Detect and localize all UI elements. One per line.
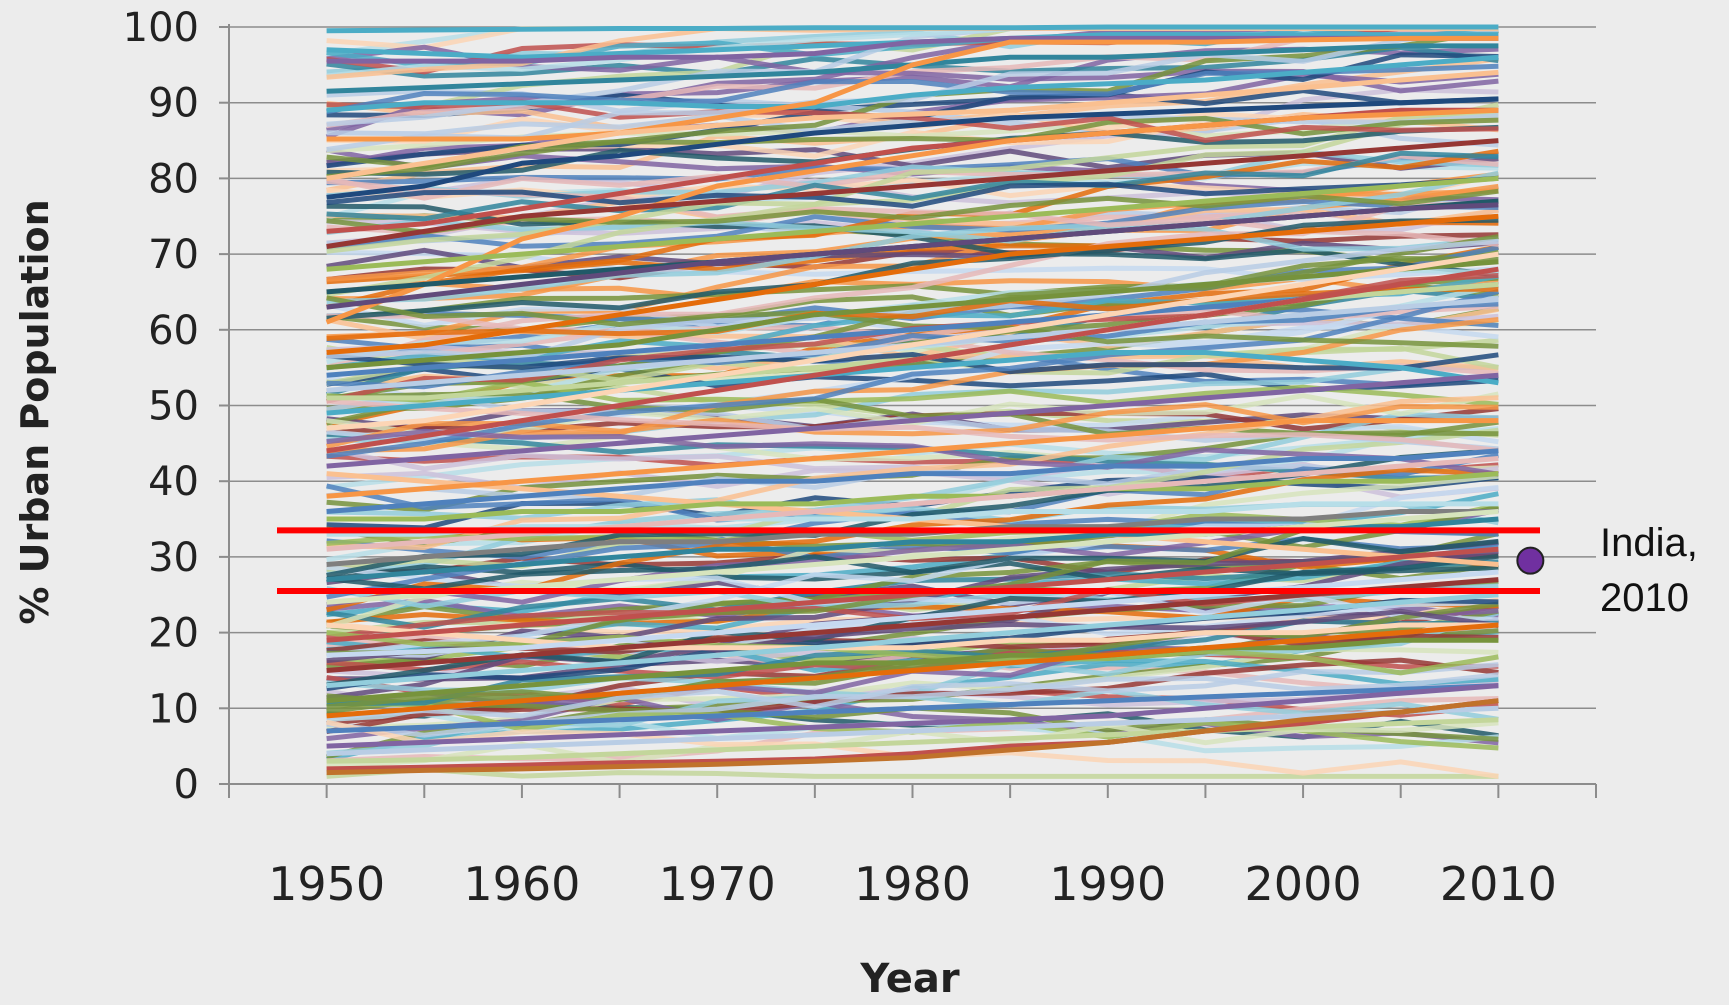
- axes: [219, 24, 1597, 798]
- country-line-bg: [326, 150, 1499, 222]
- country-line-43: [326, 717, 1499, 764]
- country-line-bg: [326, 491, 1499, 618]
- country-line-12: [326, 175, 1499, 272]
- y-tick-label-60: 60: [148, 308, 199, 354]
- country-line-27: [326, 471, 1499, 522]
- country-line-29: [326, 456, 1499, 552]
- country-line-21: [326, 251, 1499, 431]
- country-line-15: [326, 213, 1499, 355]
- country-line-28: [326, 501, 1499, 537]
- x-tick-label-1960: 1960: [463, 857, 580, 911]
- y-tick-label-40: 40: [148, 459, 199, 505]
- country-line-7: [326, 69, 1499, 181]
- country-line-bg: [326, 113, 1499, 137]
- country-line-bg: [326, 217, 1499, 321]
- x-tick-label-2000: 2000: [1245, 857, 1362, 911]
- country-line-bg: [326, 218, 1499, 252]
- x-tick-label-1970: 1970: [659, 857, 776, 911]
- country-line-bg: [326, 662, 1499, 720]
- y-tick-label-80: 80: [148, 156, 199, 202]
- country-line-36: [326, 577, 1499, 673]
- country-line-26: [326, 448, 1499, 514]
- country-line-44: [326, 698, 1499, 772]
- country-line-39: [326, 622, 1499, 719]
- reference-lines: [277, 527, 1540, 594]
- country-line-bg: [326, 579, 1499, 670]
- country-line-10: [325, 107, 1499, 325]
- country-line-11: [326, 138, 1499, 249]
- country-line-bg: [326, 175, 1499, 209]
- country-line-bg: [326, 111, 1499, 254]
- y-axis-title: % Urban Population: [13, 199, 57, 624]
- country-line-45: [326, 698, 1499, 776]
- country-line-bg: [326, 601, 1499, 710]
- country-line-bg: [326, 766, 1499, 779]
- country-line-bg: [326, 352, 1499, 375]
- y-tick-label-20: 20: [148, 611, 199, 657]
- y-tick-label-90: 90: [148, 81, 199, 127]
- y-tick-label-0: 0: [174, 762, 199, 808]
- india-2010-point: [1516, 546, 1545, 575]
- country-line-20: [326, 350, 1499, 416]
- country-line-34: [326, 546, 1499, 643]
- country-line-bg: [326, 630, 1499, 676]
- x-axis-title: Year: [859, 956, 959, 1002]
- y-tick-label-100: 100: [123, 5, 199, 51]
- country-line-40: [326, 683, 1499, 734]
- country-line-42: [326, 705, 1499, 757]
- country-line-6: [326, 35, 1499, 142]
- country-line-14: [326, 202, 1499, 310]
- y-tick-label-50: 50: [148, 384, 199, 430]
- country-line-32: [326, 509, 1499, 605]
- country-line-23: [326, 372, 1499, 469]
- country-line-16: [326, 259, 1499, 371]
- country-line-5: [326, 54, 1499, 113]
- x-tick-label-1950: 1950: [268, 857, 385, 911]
- country-line-35: [326, 569, 1499, 658]
- country-line-22: [326, 266, 1499, 454]
- country-line-bg: [326, 429, 1499, 477]
- tick-labels: 0 10 20 30 40 50 60 70 80 90 100 1950 1960 1970 1980 19…: [123, 5, 1557, 911]
- country-line-bg: [326, 301, 1499, 390]
- x-tick-label-1980: 1980: [854, 857, 971, 911]
- y-tick-label-70: 70: [148, 232, 199, 278]
- country-line-25: [326, 418, 1499, 499]
- country-line-bg: [326, 536, 1499, 592]
- country-line-8: [326, 96, 1499, 200]
- india-label-line2: 2010: [1600, 576, 1689, 620]
- country-line-bg: [326, 199, 1499, 251]
- country-line-33: [326, 622, 1499, 651]
- x-tick-label-1990: 1990: [1049, 857, 1166, 911]
- series-lines: [325, 24, 1499, 776]
- country-line-bg: [326, 170, 1499, 304]
- country-line-41: [326, 683, 1499, 749]
- country-line-38: [326, 637, 1499, 704]
- x-tick-label-2010: 2010: [1440, 857, 1557, 911]
- y-tick-label-30: 30: [148, 535, 199, 581]
- country-line-30: [326, 509, 1499, 567]
- country-line-bg: [326, 398, 1499, 453]
- country-line-1: [326, 24, 1499, 34]
- country-line-37: [326, 592, 1499, 689]
- y-tick-label-10: 10: [148, 686, 199, 732]
- country-line-bg: [326, 317, 1499, 454]
- india-label-line1: India,: [1600, 521, 1698, 565]
- country-line-bg: [326, 657, 1499, 735]
